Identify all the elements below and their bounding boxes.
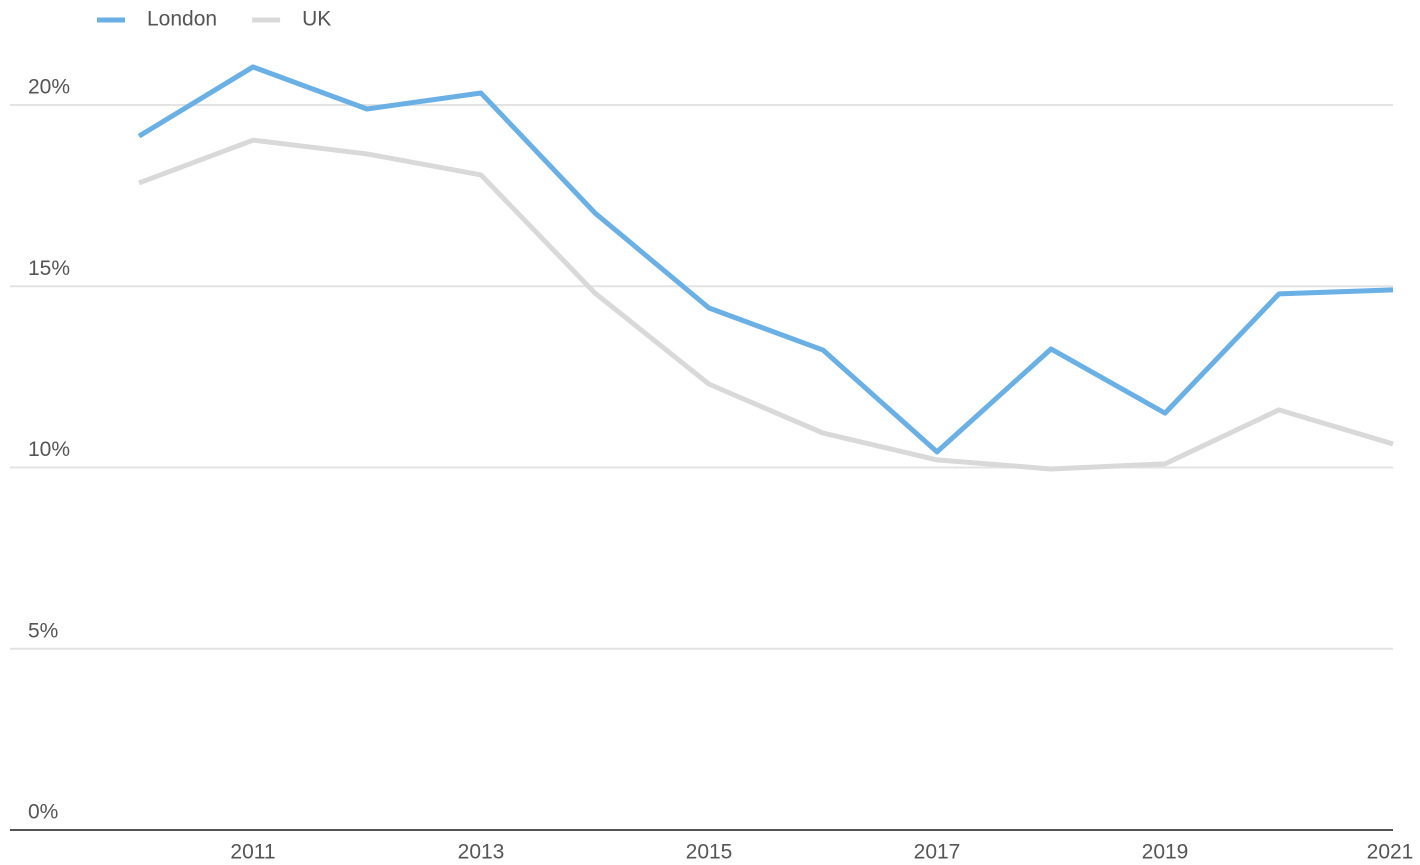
x-tick-label: 2017 (914, 841, 961, 864)
legend-label: London (147, 8, 217, 31)
x-tick-label: 2019 (1142, 841, 1189, 864)
y-tick-label: 20% (28, 76, 70, 99)
y-tick-label: 15% (28, 257, 70, 280)
x-tick-label: 2013 (458, 841, 505, 864)
series-line (138, 137, 1394, 472)
legend-label: UK (302, 8, 331, 31)
y-tick-label: 10% (28, 438, 70, 461)
series-line (137, 64, 1394, 455)
x-tick-label: 2021 (1367, 841, 1414, 864)
y-tick-label: 5% (28, 619, 58, 642)
y-tick-label: 0% (28, 801, 58, 824)
x-tick-label: 2011 (230, 841, 275, 864)
x-tick-label: 2015 (686, 841, 733, 864)
